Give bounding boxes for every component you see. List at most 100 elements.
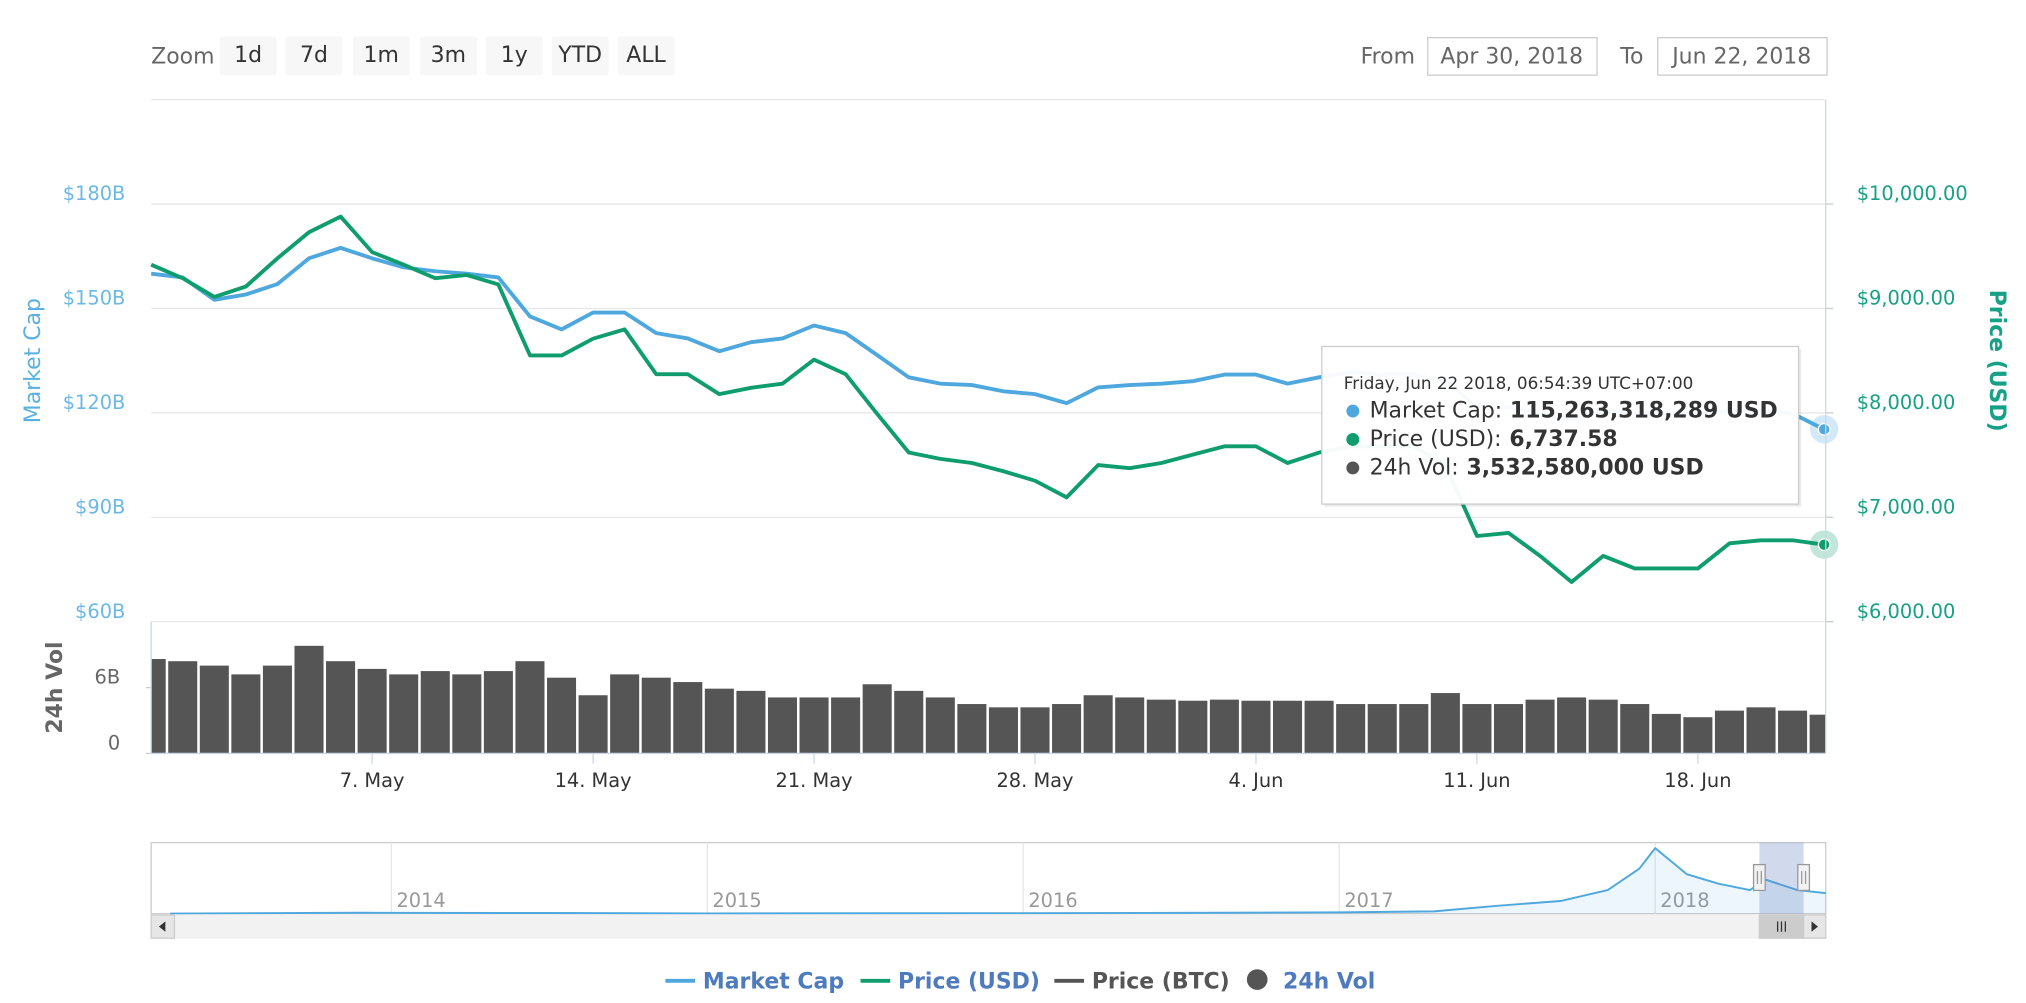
tooltip-row-label: Price (USD): xyxy=(1370,427,1502,452)
volume-bar xyxy=(231,674,261,754)
volume-bar xyxy=(1115,697,1145,754)
tooltip-row-value: 115,263,318,289 USD xyxy=(1510,399,1778,424)
volume-bar xyxy=(1588,699,1618,754)
volume-bar xyxy=(1557,697,1587,754)
volume-bar xyxy=(799,697,829,754)
zoom-button[interactable]: 1y xyxy=(485,36,543,76)
zoom-button[interactable]: ALL xyxy=(617,36,675,76)
volume-bar xyxy=(326,661,356,754)
volume-bar xyxy=(1052,704,1082,754)
volume-bar xyxy=(1146,699,1176,754)
zoom-button-label: 1d xyxy=(234,43,262,68)
legend-label: Price (BTC) xyxy=(1092,970,1230,995)
zoom-button[interactable]: 1d xyxy=(219,36,277,76)
navigator-selection xyxy=(1759,842,1804,914)
volume-bar xyxy=(988,707,1018,754)
volume-bar xyxy=(1651,713,1681,754)
tooltip-row-label: Market Cap: xyxy=(1370,399,1503,424)
to-input[interactable] xyxy=(1657,36,1828,76)
legend-item[interactable]: 24h Vol xyxy=(1246,969,1375,995)
y-axis-title: Market Cap xyxy=(21,298,46,423)
from-label: From xyxy=(1361,44,1415,69)
volume-bar xyxy=(420,671,450,754)
volume-bar xyxy=(1209,699,1239,754)
volume-bar xyxy=(925,697,955,754)
y2-tick-label: $10,000.00 xyxy=(1857,182,1968,205)
tooltip-title: Friday, Jun 22 2018, 06:54:39 UTC+07:00 xyxy=(1344,373,1694,393)
volume-bar xyxy=(1083,695,1113,754)
volume-bar xyxy=(1304,700,1334,754)
x-tick-label: 4. Jun xyxy=(1229,769,1284,792)
zoom-button[interactable]: 1m xyxy=(352,36,410,76)
from-value: Apr 30, 2018 xyxy=(1440,44,1583,69)
from-input[interactable] xyxy=(1427,36,1598,76)
x-tick-label: 11. Jun xyxy=(1443,769,1510,792)
legend-item[interactable]: Market Cap xyxy=(665,970,844,995)
volume-bar xyxy=(767,697,798,754)
volume-bar xyxy=(578,695,608,754)
legend-label: 24h Vol xyxy=(1283,970,1375,995)
y2-tick-label: $9,000.00 xyxy=(1857,287,1956,310)
y-tick-label: 6B xyxy=(95,666,121,689)
tooltip-row-value: 3,532,580,000 USD xyxy=(1466,455,1703,480)
volume-bar xyxy=(151,659,166,754)
volume-bar xyxy=(1273,700,1303,754)
tooltip: Friday, Jun 22 2018, 06:54:39 UTC+07:00 M… xyxy=(1321,345,1802,507)
x-tick-label: 7. May xyxy=(340,769,405,792)
navigator-area-fill xyxy=(170,848,1826,914)
tooltip-row-label: 24h Vol: xyxy=(1370,455,1459,480)
volume-bar xyxy=(1620,704,1650,754)
y2-tick-label: $8,000.00 xyxy=(1857,391,1956,414)
tooltip-row: 24h Vol: 3,532,580,000 USD xyxy=(1370,455,1704,480)
zoom-button-label: 3m xyxy=(431,43,466,68)
volume-bar xyxy=(389,674,419,754)
zoom-button-bg xyxy=(419,36,477,76)
volume-bar xyxy=(515,661,545,754)
volume-bar xyxy=(1778,710,1808,754)
legend-item[interactable]: Price (BTC) xyxy=(1054,970,1230,995)
volume-bar xyxy=(1809,714,1826,754)
volume-bar xyxy=(1493,704,1524,754)
y-tick-label: $150B xyxy=(63,287,126,310)
legend-label: Price (USD) xyxy=(898,970,1040,995)
handle-body xyxy=(1797,863,1811,892)
y-tick-label: $180B xyxy=(63,182,126,205)
tooltip-row-value: 6,737.58 xyxy=(1509,427,1617,452)
volume-bar xyxy=(294,645,324,754)
tooltip-dot xyxy=(1346,461,1360,475)
scrollbar-left-arrow xyxy=(158,921,166,932)
y-tick-label: $120B xyxy=(63,391,126,414)
x-tick-label: 14. May xyxy=(555,769,632,792)
hover-marker xyxy=(1817,538,1831,552)
volume-bar xyxy=(673,682,703,754)
volume-bar xyxy=(894,690,924,754)
zoom-button-label: YTD xyxy=(557,43,602,68)
tooltip-dot xyxy=(1346,404,1360,418)
legend-label: Market Cap xyxy=(703,970,844,995)
volume-bar xyxy=(483,671,513,754)
volume-bar xyxy=(1430,693,1460,754)
zoom-button[interactable]: YTD xyxy=(551,36,609,76)
hover-marker xyxy=(1817,422,1831,436)
volume-bar xyxy=(357,668,387,754)
navigator-handle[interactable] xyxy=(1752,863,1766,892)
tooltip-row: Price (USD): 6,737.58 xyxy=(1370,427,1618,452)
volume-bar xyxy=(1241,700,1271,754)
zoom-button-bg xyxy=(485,36,543,76)
volume-bar xyxy=(957,704,987,754)
volume-bar xyxy=(199,665,229,754)
x-tick-label: 28. May xyxy=(996,769,1073,792)
series-line xyxy=(150,214,1825,584)
scrollbar-right-arrow xyxy=(1811,921,1818,932)
volume-bar xyxy=(1746,707,1776,754)
volume-bar xyxy=(1336,704,1366,754)
zoom-button-bg xyxy=(352,36,410,76)
navigator-handle[interactable] xyxy=(1797,863,1811,892)
zoom-button[interactable]: 3m xyxy=(419,36,477,76)
legend-item[interactable]: Price (USD) xyxy=(860,970,1040,995)
zoom-button-bg xyxy=(285,36,343,76)
zoom-button-label: ALL xyxy=(626,43,666,68)
zoom-button[interactable]: 7d xyxy=(285,36,343,76)
